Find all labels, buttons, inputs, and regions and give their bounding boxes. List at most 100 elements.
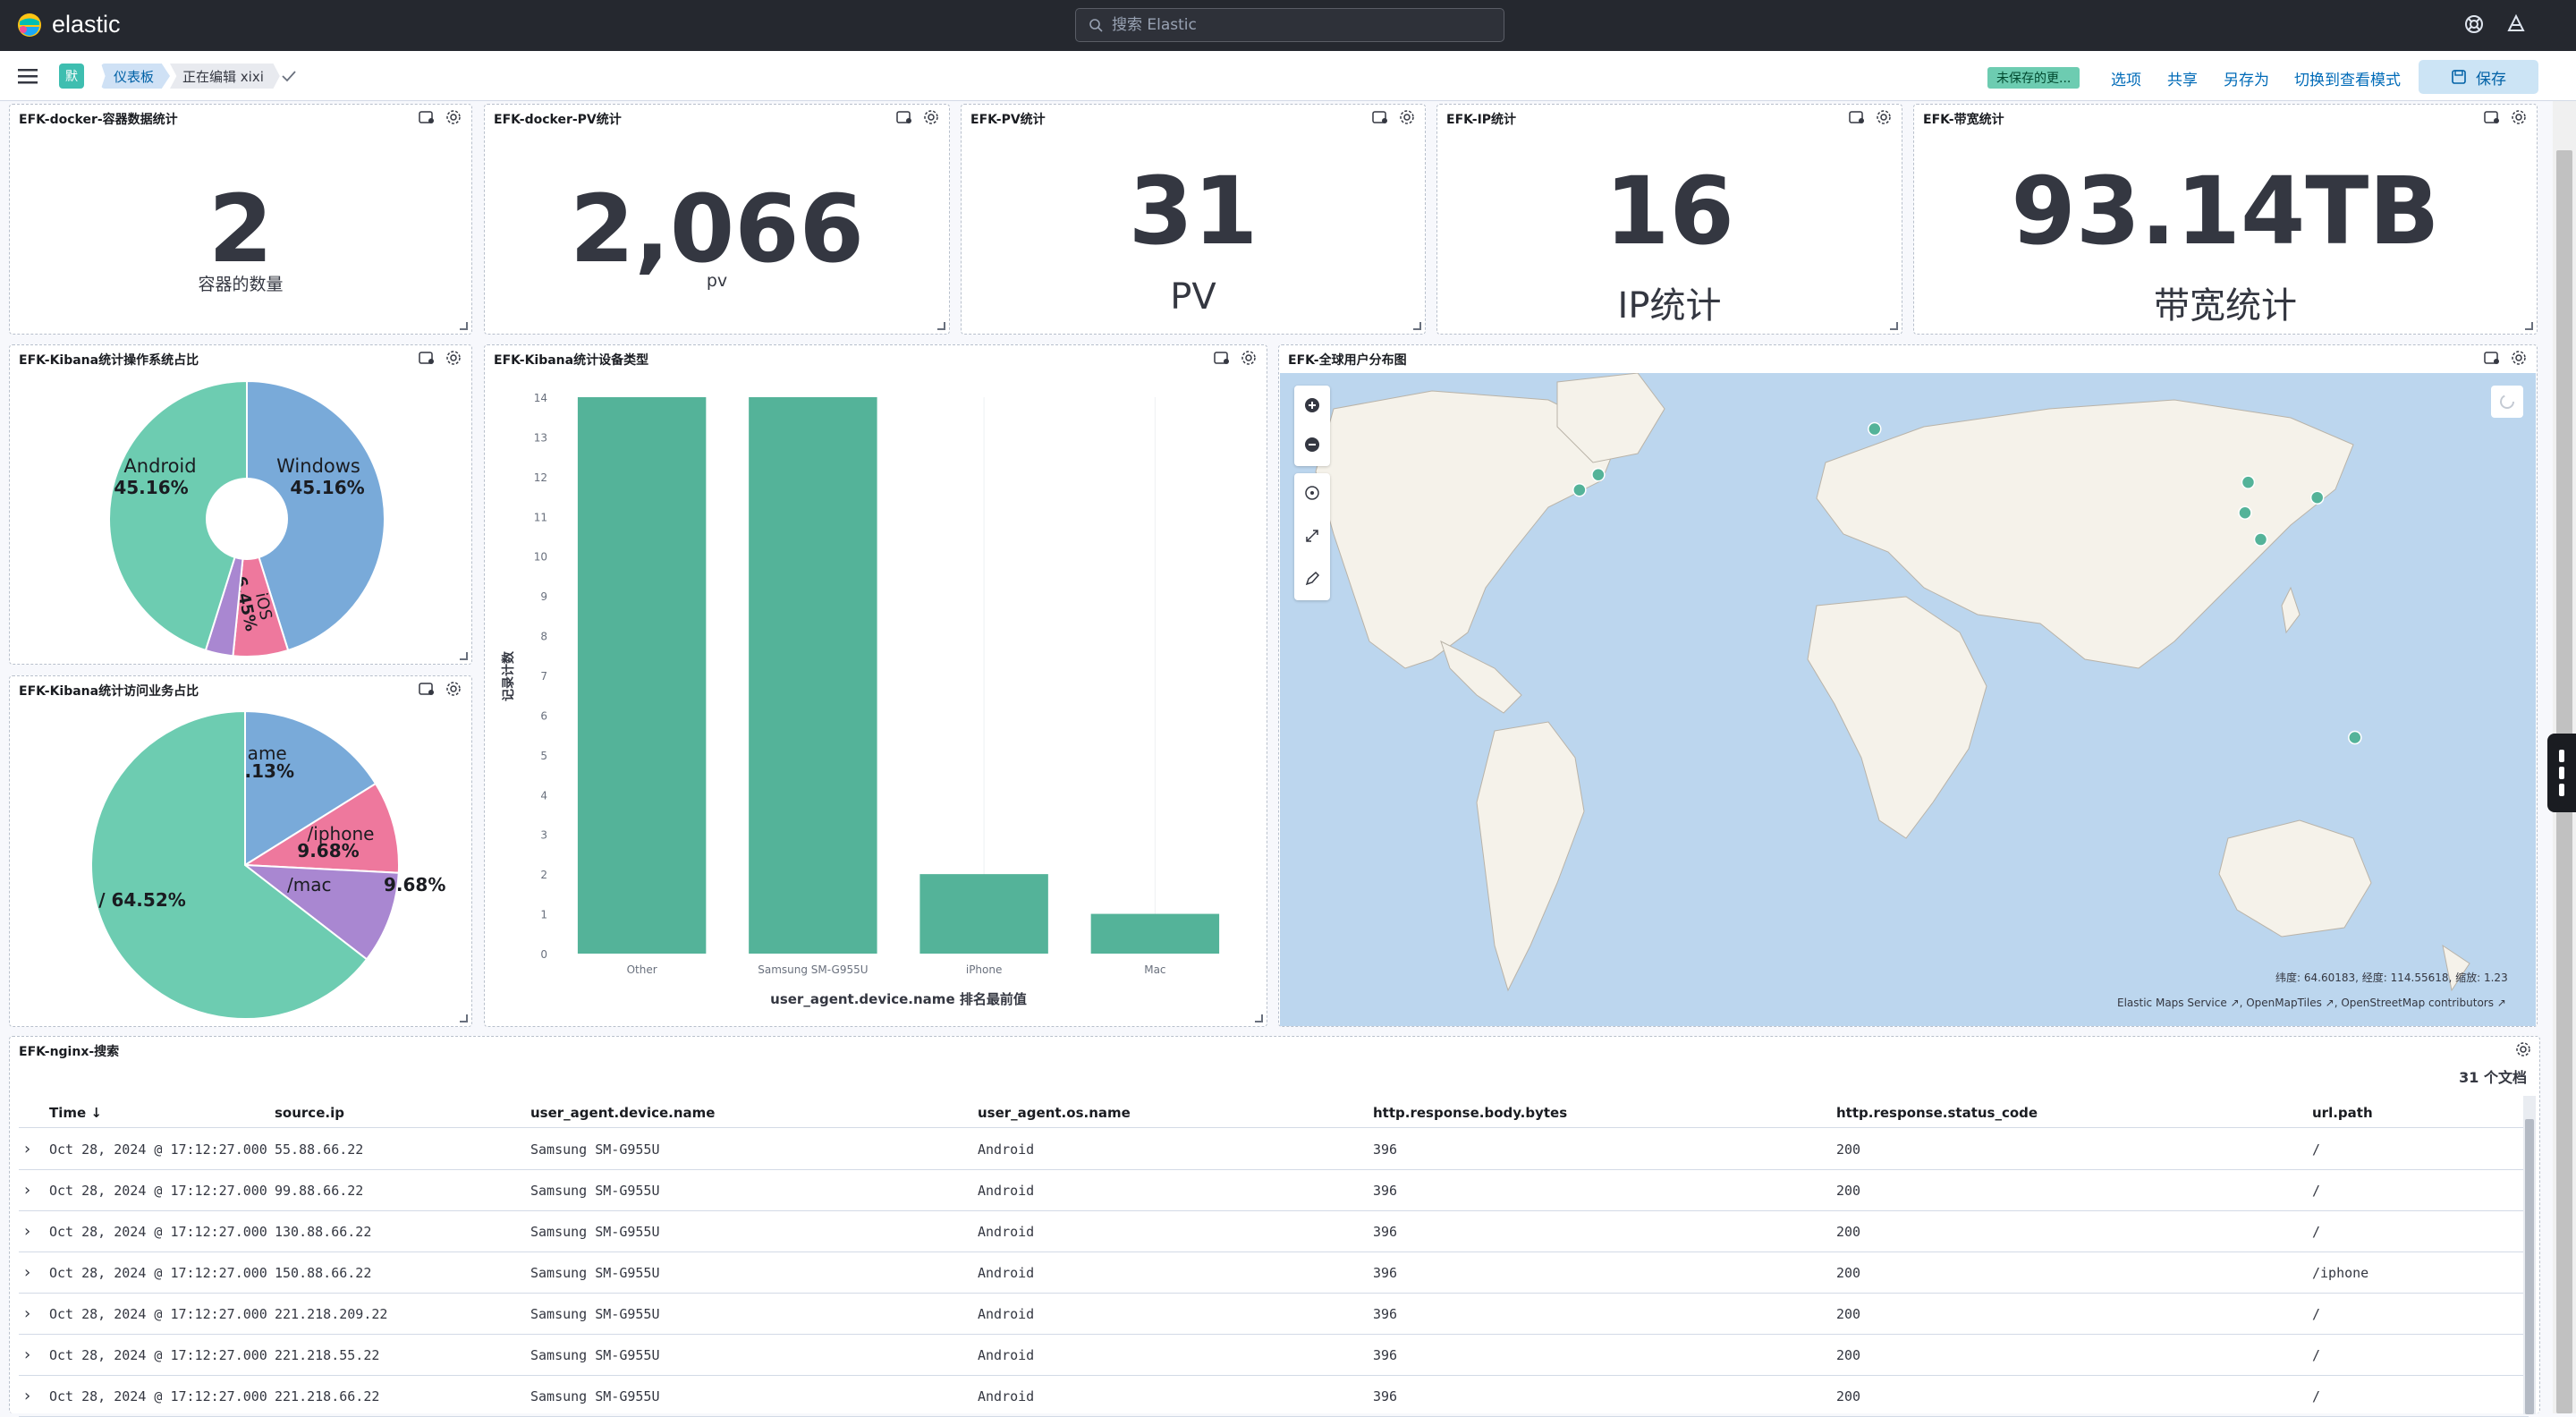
space-avatar[interactable]: 默 (59, 64, 84, 89)
resize-handle[interactable] (460, 652, 468, 660)
map-point[interactable] (2348, 730, 2362, 745)
gear-icon[interactable] (445, 108, 462, 126)
save-button[interactable]: 保存 (2419, 60, 2538, 94)
resize-handle[interactable] (460, 322, 468, 330)
help-icon[interactable] (2462, 13, 2486, 36)
gear-icon[interactable] (1875, 108, 1893, 126)
pie-slice[interactable] (108, 379, 248, 652)
column-header-status-code[interactable]: http.response.status_code (1836, 1105, 2038, 1121)
fullscreen-icon[interactable] (1303, 527, 1321, 545)
gear-icon[interactable] (1398, 108, 1416, 126)
gear-icon[interactable] (445, 349, 462, 367)
pie-slice[interactable] (242, 782, 400, 874)
table-scrollbar-thumb[interactable] (2525, 1119, 2534, 1414)
table-scrollbar[interactable] (2523, 1096, 2536, 1414)
pie-label: / 64.52% (98, 889, 186, 911)
view-mode-link[interactable]: 切换到查看模式 (2294, 72, 2401, 89)
panel-options-icon[interactable] (418, 108, 436, 126)
side-panel-handle[interactable] (2547, 734, 2576, 812)
panel-options-icon[interactable] (2483, 349, 2501, 367)
map-point[interactable] (2241, 475, 2256, 489)
table-row[interactable]: › Oct 28, 2024 @ 17:12:27.000 221.218.209.… (19, 1294, 2529, 1335)
elastic-logo[interactable]: elastic (16, 11, 121, 38)
table-row[interactable]: › Oct 28, 2024 @ 17:12:27.000 55.88.66.22 S… (19, 1129, 2529, 1170)
draw-icon[interactable] (1303, 570, 1321, 588)
y-tick-label: 2 (540, 869, 547, 881)
map-canvas[interactable]: 纬度: 64.60183, 经度: 114.55618, 缩放: 1.23 El… (1280, 373, 2536, 1026)
map-point[interactable] (1591, 467, 1606, 482)
expand-row-icon[interactable]: › (24, 1304, 31, 1323)
map-point[interactable] (2238, 505, 2252, 520)
zoom-out-icon[interactable] (1303, 436, 1321, 454)
gear-icon[interactable] (445, 680, 462, 698)
resize-handle[interactable] (937, 322, 945, 330)
table-cell: Android (978, 1347, 1035, 1363)
gear-icon[interactable] (2514, 1040, 2532, 1058)
table-cell: 200 (1836, 1388, 1861, 1404)
panel-options-icon[interactable] (418, 680, 436, 698)
panel-options-icon[interactable] (2483, 108, 2501, 126)
bar[interactable] (577, 397, 707, 954)
panel-options-icon[interactable] (895, 108, 913, 126)
options-link[interactable]: 选项 (2111, 72, 2141, 89)
column-header-os-name[interactable]: user_agent.os.name (978, 1105, 1131, 1121)
gear-icon[interactable] (2510, 349, 2528, 367)
pie-slice[interactable] (244, 709, 377, 867)
table-row[interactable]: › Oct 28, 2024 @ 17:12:27.000 130.88.66.22… (19, 1211, 2529, 1252)
pie-slice[interactable] (90, 709, 369, 1020)
table-cell: 396 (1373, 1224, 1398, 1240)
expand-row-icon[interactable]: › (24, 1387, 31, 1405)
map-point[interactable] (1868, 421, 1882, 437)
save-as-link[interactable]: 另存为 (2224, 72, 2269, 89)
resize-handle[interactable] (1413, 322, 1421, 330)
menu-icon[interactable] (18, 67, 39, 85)
map-point[interactable] (2253, 532, 2268, 547)
resize-handle[interactable] (460, 1014, 468, 1022)
map-point[interactable] (2309, 490, 2325, 505)
expand-row-icon[interactable]: › (24, 1140, 31, 1158)
metric-panel-pv: EFK-PV统计 31 PV (961, 104, 1426, 335)
breadcrumb-dashboards[interactable]: 仪表板 (101, 64, 171, 89)
resize-handle[interactable] (1255, 1014, 1263, 1022)
panel-options-icon[interactable] (418, 349, 436, 367)
table-row[interactable]: › Oct 28, 2024 @ 17:12:27.000 99.88.66.22 S… (19, 1170, 2529, 1211)
column-header-time[interactable]: Time ↓ (49, 1105, 102, 1121)
global-search[interactable] (1075, 8, 1504, 42)
search-input[interactable] (1112, 16, 1470, 34)
brand-name: elastic (52, 11, 121, 38)
table-row[interactable]: › Oct 28, 2024 @ 17:12:27.000 221.218.55.2… (19, 1335, 2529, 1376)
table-row[interactable]: › Oct 28, 2024 @ 17:12:27.000 221.218.66.2… (19, 1376, 2529, 1417)
expand-row-icon[interactable]: › (24, 1222, 31, 1241)
column-header-source-ip[interactable]: source.ip (275, 1105, 344, 1121)
pie-slice[interactable] (242, 863, 400, 961)
map-attribution[interactable]: Elastic Maps Service ↗, OpenMapTiles ↗, … (2117, 997, 2506, 1009)
expand-row-icon[interactable]: › (24, 1345, 31, 1364)
pie-slice[interactable] (246, 379, 386, 652)
column-header-url-path[interactable]: url.path (2312, 1105, 2373, 1121)
resize-handle[interactable] (2525, 322, 2533, 330)
expand-row-icon[interactable]: › (24, 1263, 31, 1282)
newsfeed-icon[interactable] (2504, 13, 2528, 36)
panel-options-icon[interactable] (1213, 349, 1231, 367)
bar[interactable] (1090, 913, 1220, 954)
resize-handle[interactable] (1890, 322, 1898, 330)
pie-label: 9.68% (384, 874, 445, 895)
zoom-in-icon[interactable] (1303, 396, 1321, 414)
locate-icon[interactable] (1303, 484, 1321, 502)
bar[interactable] (749, 397, 877, 954)
map-point[interactable] (1572, 482, 1587, 497)
column-header-body-bytes[interactable]: http.response.body.bytes (1373, 1105, 1568, 1121)
column-header-device-name[interactable]: user_agent.device.name (530, 1105, 716, 1121)
metric-panel-containers: EFK-docker-容器数据统计 2 容器的数量 (9, 104, 472, 335)
bar[interactable] (919, 874, 1048, 954)
panel-options-icon[interactable] (1848, 108, 1866, 126)
table-cell: 200 (1836, 1183, 1861, 1199)
expand-row-icon[interactable]: › (24, 1181, 31, 1200)
table-row[interactable]: › Oct 28, 2024 @ 17:12:27.000 150.88.66.22… (19, 1252, 2529, 1294)
gear-icon[interactable] (2510, 108, 2528, 126)
share-link[interactable]: 共享 (2167, 72, 2198, 89)
gear-icon[interactable] (1240, 349, 1258, 367)
gear-icon[interactable] (922, 108, 940, 126)
panel-options-icon[interactable] (1371, 108, 1389, 126)
